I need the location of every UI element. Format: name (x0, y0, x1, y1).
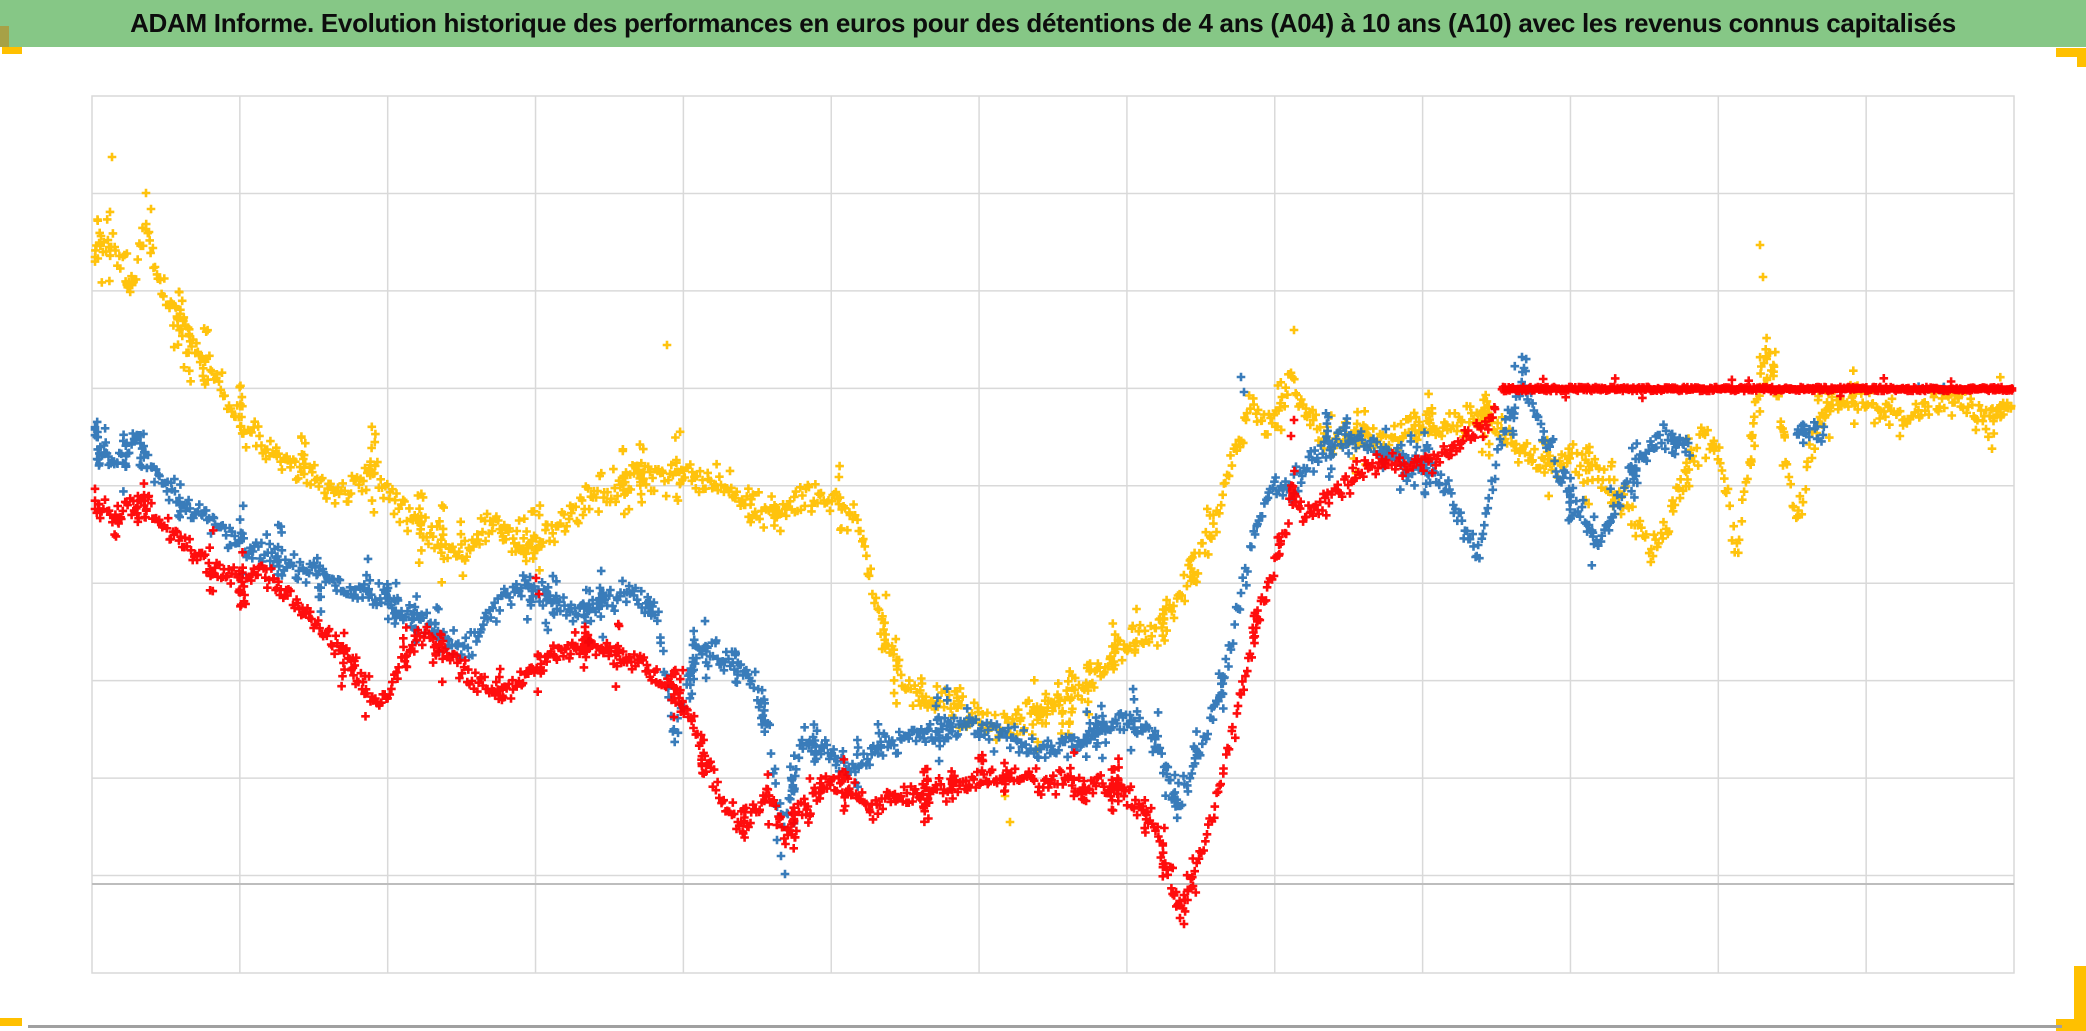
bottom-right-accent-h (2056, 1019, 2086, 1031)
bottom-right-accent-v (2074, 966, 2086, 1031)
gridlines (92, 96, 2014, 973)
bottom-left-accent-bar (0, 1018, 22, 1026)
series-red-flat-line (1497, 374, 2017, 403)
top-right-accent-h (2056, 48, 2086, 57)
plot-border (91, 95, 2015, 974)
top-right-accent-v (2077, 48, 2086, 67)
chart-title: ADAM Informe. Evolution historique des p… (130, 8, 1956, 38)
series-blue (90, 352, 1949, 879)
series-gold (90, 152, 2016, 827)
series-red (90, 403, 1500, 929)
bottom-rule (28, 1025, 2062, 1028)
top-left-accent-bar (2, 47, 22, 54)
chart-title-bar[interactable]: ADAM Informe. Evolution historique des p… (0, 0, 2086, 47)
top-left-olive-notch (0, 26, 9, 47)
